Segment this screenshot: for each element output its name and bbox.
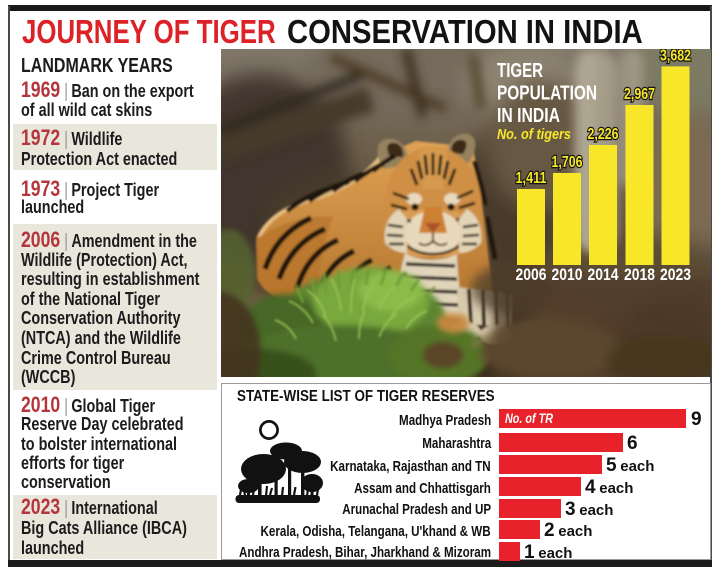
svg-text:TIGER: TIGER: [497, 60, 543, 82]
svg-text:2010: 2010: [552, 266, 583, 284]
svg-text:2,967: 2,967: [624, 86, 655, 103]
svg-text:3,682: 3,682: [660, 49, 691, 65]
svg-text:2,226: 2,226: [588, 126, 619, 143]
svg-text:2014: 2014: [588, 266, 620, 284]
svg-text:No. of tigers: No. of tigers: [497, 126, 571, 143]
svg-text:1,706: 1,706: [552, 154, 583, 171]
svg-text:2018: 2018: [624, 266, 655, 284]
svg-text:1,411: 1,411: [516, 170, 547, 187]
svg-text:2023: 2023: [660, 266, 691, 284]
svg-text:POPULATION: POPULATION: [497, 83, 597, 105]
svg-text:2006: 2006: [516, 266, 547, 284]
svg-text:IN INDIA: IN INDIA: [497, 105, 560, 127]
